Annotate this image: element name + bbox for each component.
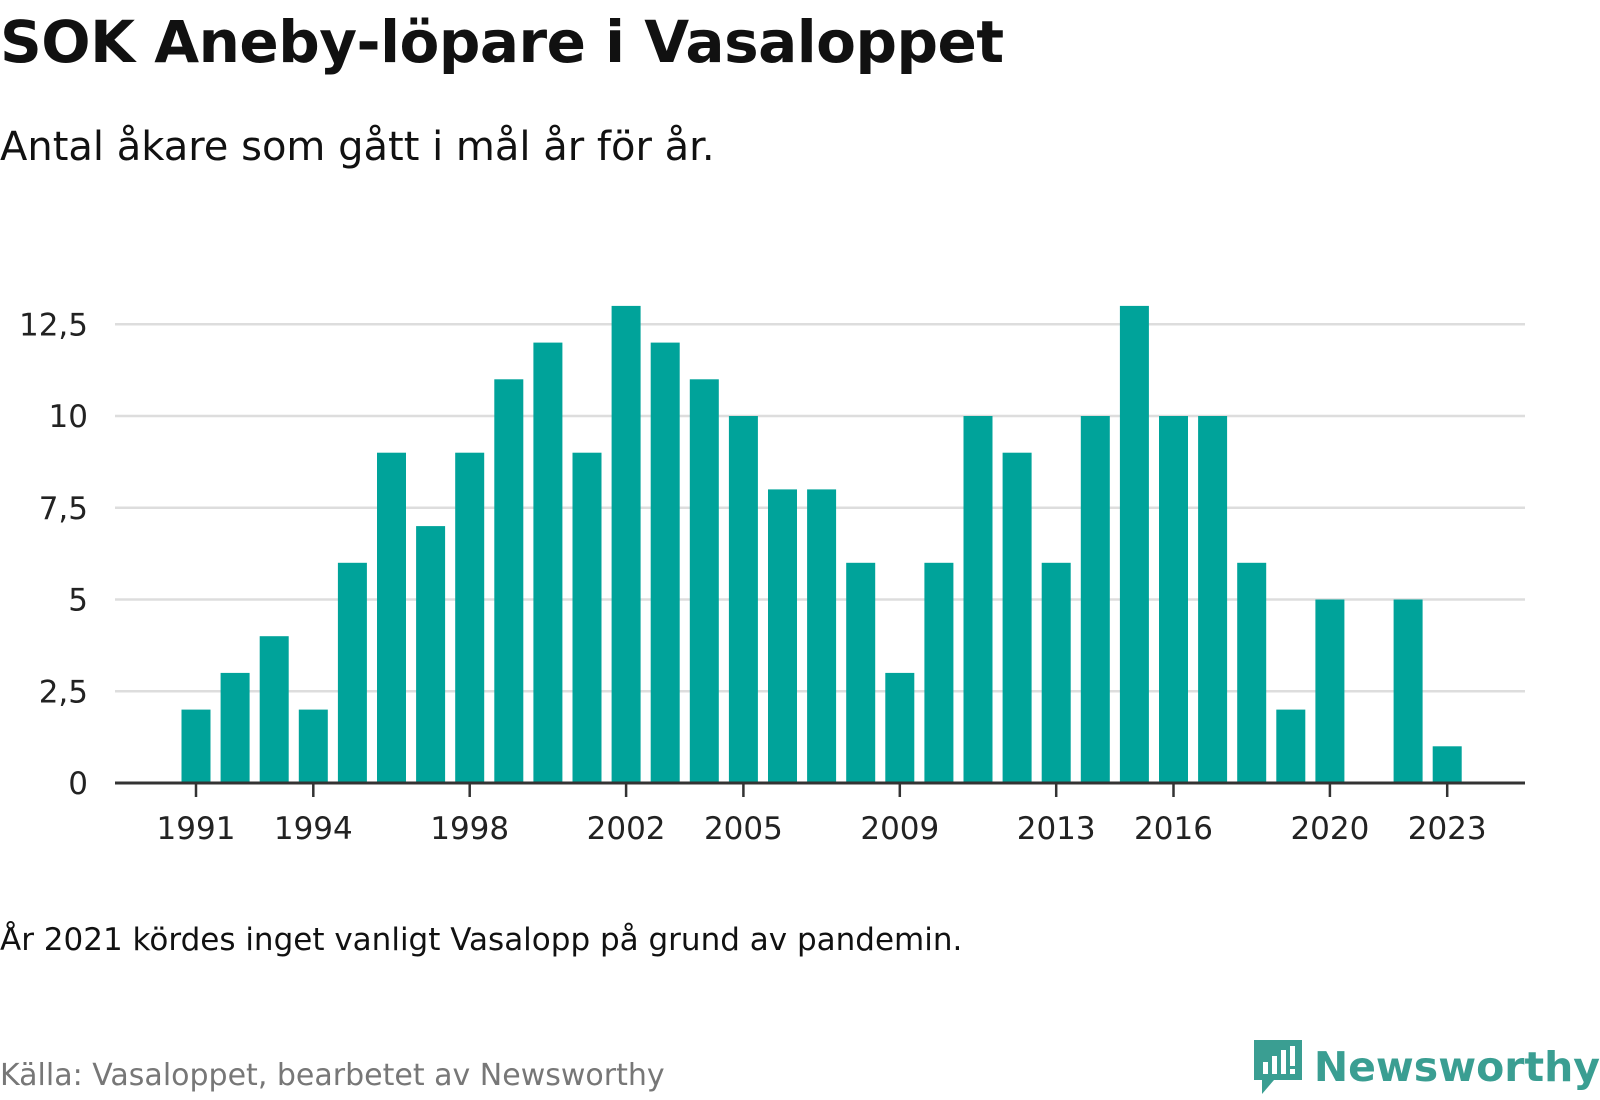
bar-2013 bbox=[1041, 562, 1071, 783]
bar-1996 bbox=[377, 452, 406, 783]
newsworthy-logo-icon bbox=[1253, 1040, 1302, 1094]
bar-2004 bbox=[689, 379, 719, 783]
y-axis-ticks: 0 2,5 5 7,5 10 12,5 bbox=[19, 307, 88, 802]
bar-1999 bbox=[494, 379, 524, 783]
bar-2002 bbox=[611, 305, 641, 783]
y-tick-label: 10 bbox=[49, 399, 88, 435]
bar-2000 bbox=[533, 342, 563, 783]
y-tick-label: 2,5 bbox=[39, 674, 88, 710]
x-tick-label: 2002 bbox=[587, 811, 666, 847]
bar-2001 bbox=[572, 452, 602, 783]
x-tick-label: 1994 bbox=[274, 811, 353, 847]
bar-1992 bbox=[220, 672, 250, 783]
y-tick-label: 12,5 bbox=[19, 307, 88, 343]
bar-2008 bbox=[846, 562, 876, 783]
y-tick-label: 5 bbox=[68, 583, 88, 619]
y-tick-label: 0 bbox=[68, 766, 88, 802]
bar-2016 bbox=[1159, 416, 1188, 783]
chart-subtitle: Antal åkare som gått i mål år för år. bbox=[0, 124, 715, 170]
x-tick-label: 2023 bbox=[1408, 811, 1487, 847]
bar-2007 bbox=[807, 489, 837, 783]
bar-2019 bbox=[1276, 709, 1306, 783]
bar-2005 bbox=[728, 416, 758, 783]
bar-2003 bbox=[650, 342, 680, 783]
bar-2017 bbox=[1198, 416, 1228, 783]
bar-1993 bbox=[259, 636, 289, 783]
bar-1997 bbox=[416, 526, 446, 783]
brand-logo: Newsworthy bbox=[1252, 1038, 1600, 1096]
x-axis-ticks: 1991 1994 1998 2002 2005 2009 2013 2016 2020 2023 bbox=[157, 783, 1487, 847]
bar-2022 bbox=[1393, 599, 1423, 783]
bar-1998 bbox=[455, 452, 485, 783]
source-text: Källa: Vasaloppet, bearbetet av Newswort… bbox=[0, 1058, 665, 1093]
bar-2012 bbox=[1002, 452, 1032, 783]
bar-2014 bbox=[1080, 416, 1110, 783]
x-tick-label: 2020 bbox=[1290, 811, 1369, 847]
x-tick-label: 2016 bbox=[1134, 811, 1213, 847]
bar-chart: 0 2,5 5 7,5 10 12,5 1991 1994 1998 2002 2005 2009 2… bbox=[19, 305, 1525, 847]
bar-2015 bbox=[1119, 305, 1149, 783]
bar-1991 bbox=[181, 709, 211, 783]
bar-2023 bbox=[1432, 746, 1462, 783]
bar-2011 bbox=[963, 416, 993, 783]
y-tick-label: 7,5 bbox=[39, 491, 88, 527]
brand-name: Newsworthy bbox=[1313, 1043, 1600, 1091]
x-tick-label: 2005 bbox=[704, 811, 783, 847]
chart-note: År 2021 kördes inget vanligt Vasalopp på… bbox=[0, 922, 963, 958]
chart-title: SOK Aneby-löpare i Vasaloppet bbox=[0, 8, 1004, 76]
bar-2006 bbox=[768, 489, 797, 783]
x-tick-label: 1998 bbox=[430, 811, 509, 847]
bar-2010 bbox=[924, 562, 954, 783]
x-tick-label: 2009 bbox=[860, 811, 939, 847]
bar-2009 bbox=[885, 672, 915, 783]
bars bbox=[181, 305, 1462, 783]
bar-2018 bbox=[1237, 562, 1267, 783]
x-tick-label: 2013 bbox=[1017, 811, 1096, 847]
bar-2020 bbox=[1315, 599, 1345, 783]
bar-1994 bbox=[298, 709, 328, 783]
bar-1995 bbox=[337, 562, 367, 783]
x-tick-label: 1991 bbox=[157, 811, 236, 847]
